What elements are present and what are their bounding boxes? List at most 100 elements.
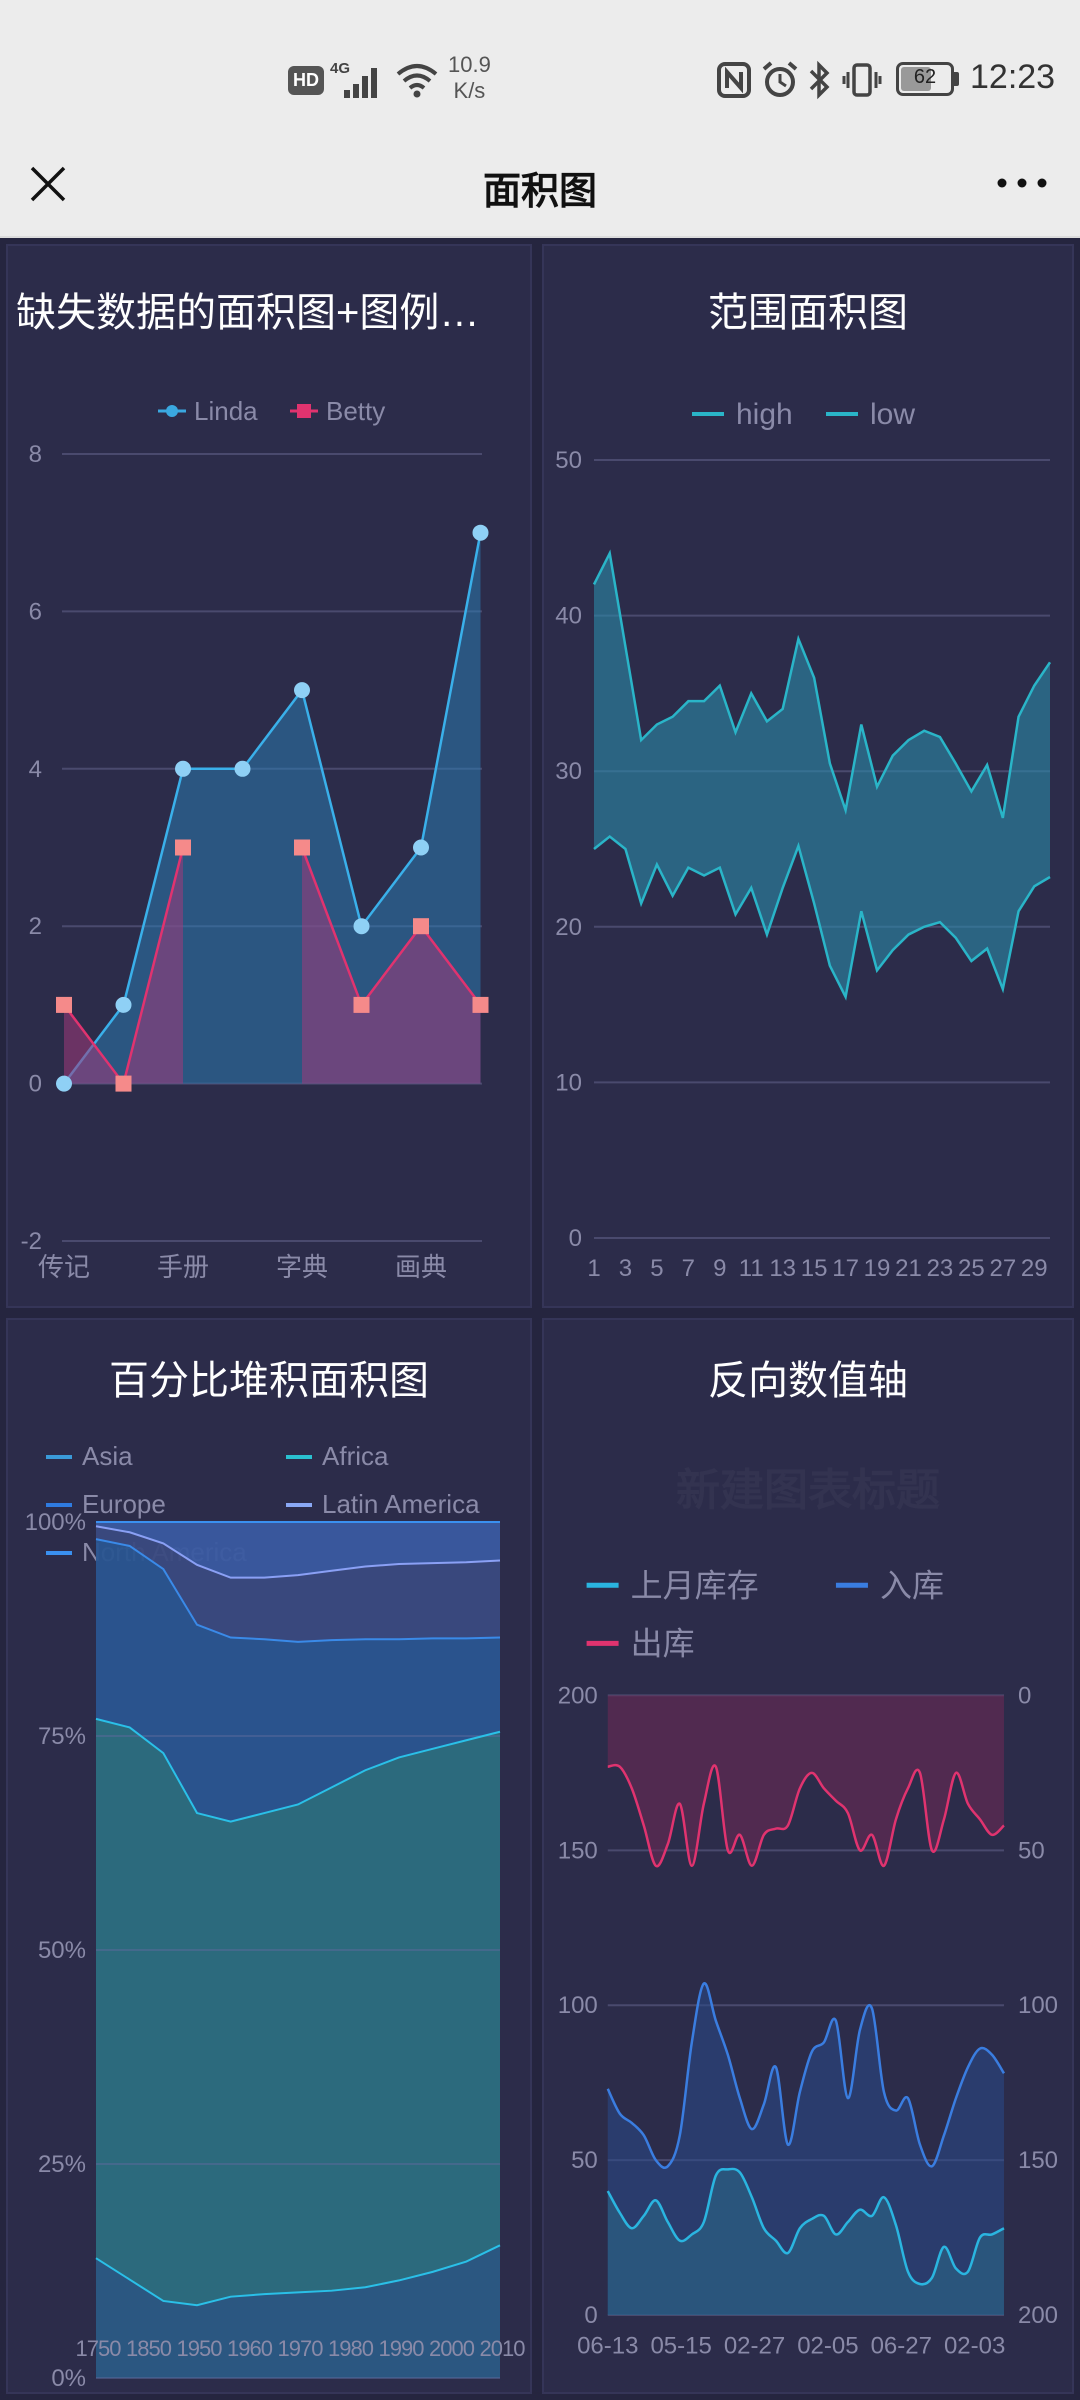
chart-title: 百分比堆积面积图 (109, 1359, 429, 1403)
y-tick-label: 75% (38, 1723, 86, 1750)
chart-title: 反向数值轴 (708, 1359, 908, 1403)
x-tick-label: 9 (713, 1255, 726, 1282)
x-tick-label: 1970 (278, 2336, 324, 2361)
area-africa (96, 1718, 500, 2306)
alarm-icon (760, 60, 800, 100)
legend-label: 上月库存 (631, 1567, 759, 1603)
wifi-icon (394, 60, 440, 100)
x-tick-label: 手册 (157, 1252, 209, 1282)
x-tick-label: 1 (587, 1255, 600, 1282)
point-betty (56, 996, 72, 1013)
y-tick-label: 0% (51, 2365, 86, 2392)
line-betty (300, 847, 482, 1008)
x-tick-label: 5 (650, 1255, 663, 1282)
y-left-tick-label: 100 (558, 1992, 598, 2019)
x-tick-label: 1750 (76, 2336, 122, 2361)
y-left-tick-label: 0 (584, 2302, 597, 2329)
area-betty (64, 847, 183, 1084)
x-tick-label: 21 (895, 1255, 922, 1282)
line-latin-america (95, 1525, 501, 1579)
point-betty (175, 839, 191, 856)
point-linda (175, 760, 191, 777)
legend-label-betty: Betty (326, 396, 385, 426)
legend-label-high: high (736, 398, 793, 431)
x-tick-label: 1960 (227, 2336, 273, 2361)
chart-card-range: 范围面积图 high low 0 10 20 30 40 50 1 3 5 7 9 11 13 15 17 19 2… (542, 244, 1074, 1308)
line-linda (63, 532, 482, 1085)
status-bar: HD 4G 10.9 K/s (0, 0, 1080, 150)
bluetooth-icon (806, 60, 834, 100)
area-chart-missing-data: Linda Betty -2 0 2 4 6 8 传记 手册 字典 画典 (21, 396, 489, 1282)
legend-label: Latin America (322, 1489, 480, 1519)
clock-time: 12:23 (970, 58, 1056, 96)
x-tick-label: 1950 (177, 2336, 223, 2361)
legend-label: 入库 (880, 1567, 944, 1603)
legend-marker-linda (166, 405, 178, 417)
x-tick-label: 1980 (328, 2336, 374, 2361)
line-last-month-stock (606, 2167, 1005, 2286)
point-linda (472, 524, 489, 541)
y-tick-label: 20 (555, 914, 582, 941)
line-asia (95, 2244, 501, 2307)
y-tick-label: 25% (38, 2151, 86, 2178)
x-tick-label: 29 (1021, 1255, 1048, 1282)
y-tick-label: 10 (555, 1069, 582, 1096)
speed-value: 10.9 (448, 52, 491, 77)
area-last-month-stock (607, 2168, 1004, 2315)
x-tick-label: 25 (958, 1255, 985, 1282)
hd-icon: HD (288, 66, 324, 95)
y-right-tick-label: 0 (1018, 1682, 1031, 1709)
x-tick-label: 27 (989, 1255, 1016, 1282)
more-icon (997, 178, 1047, 188)
y-tick-label: 2 (29, 913, 42, 940)
line-outbound (607, 1763, 1005, 1868)
point-betty (294, 839, 310, 856)
x-tick-label: 画典 (395, 1252, 447, 1282)
legend-label-linda: Linda (194, 396, 258, 426)
area-outbound (607, 1695, 1004, 1867)
point-betty (353, 996, 370, 1013)
point-linda (56, 1075, 72, 1092)
point-linda (115, 996, 132, 1013)
x-tick-label: 06-27 (871, 2333, 932, 2360)
y-tick-label: 4 (29, 756, 42, 783)
nav-bar: 面积图 (0, 150, 1080, 238)
y-tick-label: 0 (569, 1225, 582, 1252)
line-europe (95, 1538, 501, 1643)
vibrate-icon (842, 60, 882, 100)
x-tick-label: 2010 (480, 2336, 526, 2361)
close-button[interactable] (26, 162, 70, 206)
more-button[interactable] (992, 168, 1052, 198)
chart-card-missing-data: 缺失数据的面积图+图例… Linda Betty -2 0 2 4 6 8 传记 手册 字典 画典 (6, 244, 532, 1308)
point-linda (294, 682, 310, 699)
clock: 12:23 (970, 58, 1055, 97)
area-europe (96, 1539, 500, 1822)
y-right-tick-label: 100 (1018, 1992, 1058, 2019)
x-tick-label: 13 (769, 1255, 796, 1282)
line-low (593, 834, 1051, 1001)
y-left-tick-label: 150 (558, 1837, 598, 1864)
network-label: 4G (330, 60, 351, 77)
y-tick-label: 30 (555, 758, 582, 785)
x-tick-label: 7 (682, 1255, 695, 1282)
charts-grid: 缺失数据的面积图+图例… Linda Betty -2 0 2 4 6 8 传记 手册 字典 画典 范… (0, 238, 1080, 2400)
point-linda (234, 760, 251, 777)
y-tick-label: 100% (25, 1509, 86, 1536)
x-tick-label: 3 (619, 1255, 632, 1282)
area-betty (302, 847, 481, 1084)
x-tick-label: 传记 (38, 1252, 90, 1282)
chart-title: 缺失数据的面积图+图例… (16, 291, 480, 335)
point-linda (413, 839, 429, 856)
x-tick-label: 23 (927, 1255, 954, 1282)
network-speed: 10.9 K/s (448, 52, 491, 104)
y-right-tick-label: 200 (1018, 2302, 1058, 2329)
chart-card-inverse: 反向数值轴 新建图表标题 上月库存 入库 出库 0 50 100 150 200 0 50 100 1… (542, 1318, 1074, 2394)
battery-level: 62 (913, 66, 937, 88)
signal-icon: 4G (330, 60, 386, 100)
page-title: 面积图 (482, 171, 597, 213)
y-tick-label: 8 (29, 441, 42, 468)
